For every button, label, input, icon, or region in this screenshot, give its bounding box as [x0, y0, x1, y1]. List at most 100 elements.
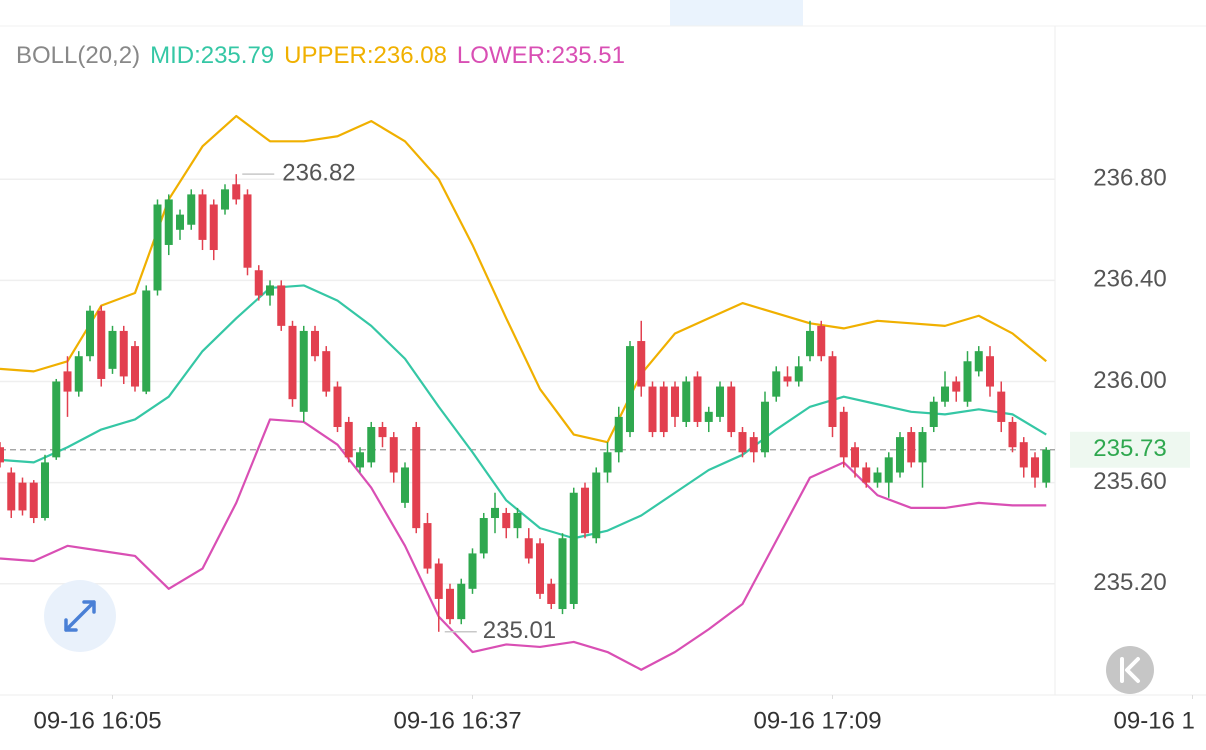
candle-body — [232, 184, 241, 200]
candle-body — [198, 194, 207, 240]
candle-body — [401, 467, 409, 503]
candle-body — [727, 386, 736, 433]
y-tick-label: 235.60 — [1093, 468, 1166, 495]
candle-body — [896, 437, 904, 473]
candle-body — [963, 361, 972, 402]
candle-body — [86, 310, 94, 357]
candle-body — [0, 447, 4, 463]
indicator-name: BOLL(20,2) — [16, 42, 140, 69]
candle-body — [502, 512, 511, 529]
candle-body — [637, 341, 646, 387]
legend-entry: UPPER:236.08 — [284, 42, 447, 69]
candle-body — [693, 376, 702, 422]
candle-body — [581, 487, 589, 534]
candle-body — [378, 427, 387, 438]
legend-entry: MID:235.79 — [150, 42, 274, 69]
bands-layer — [0, 114, 1047, 671]
expand-button[interactable] — [44, 580, 116, 652]
candle-body — [423, 523, 432, 569]
candle-body — [997, 391, 1006, 422]
candle-body — [176, 214, 184, 230]
candle-body — [131, 346, 139, 387]
candle-body — [761, 401, 769, 453]
candle-body — [41, 462, 49, 519]
y-tick-label: 236.00 — [1093, 367, 1166, 394]
candle-body — [457, 583, 466, 620]
candle-body — [434, 563, 443, 599]
candle-body — [63, 371, 72, 392]
candle-body — [299, 330, 308, 412]
candle-body — [311, 330, 319, 357]
candle-body — [851, 447, 859, 468]
band-line — [0, 418, 1047, 671]
candle-body — [682, 381, 691, 422]
candle-body — [74, 356, 83, 392]
last-price-label: 235.73 — [1093, 435, 1166, 462]
candle-body — [524, 538, 533, 559]
candle-body — [547, 583, 556, 604]
candle-body — [164, 199, 173, 245]
x-tick-label: 09-16 17:09 — [754, 707, 882, 734]
candle-body — [862, 467, 871, 483]
candle-body — [558, 538, 567, 610]
indicator-legend: BOLL(20,2) MID:235.79 UPPER:236.08 LOWER:23… — [16, 42, 625, 69]
candle-body — [873, 472, 882, 483]
last-price-badge — [1070, 431, 1190, 468]
candle-body — [254, 270, 263, 296]
candle-body — [209, 204, 218, 251]
candle-body — [153, 204, 162, 291]
candle-body — [828, 356, 837, 427]
candle-body — [479, 518, 488, 554]
candle-body — [941, 386, 949, 402]
x-tick-label: 09-16 16:37 — [394, 707, 522, 734]
candle-body — [536, 543, 544, 594]
low-marker-label: 235.01 — [483, 617, 556, 644]
candle-body — [243, 194, 252, 268]
candle-body — [749, 437, 758, 453]
candle-body — [974, 351, 983, 372]
candle-body — [367, 427, 376, 463]
candle-body — [1031, 457, 1039, 478]
candle-body — [142, 290, 151, 392]
candle-body — [772, 371, 781, 397]
candle-body — [119, 330, 128, 377]
candle-body — [266, 285, 274, 296]
candle-body — [52, 381, 61, 458]
candle-body — [491, 507, 499, 519]
y-tick-label: 235.20 — [1093, 569, 1166, 596]
candle-body — [108, 330, 117, 369]
candle-body — [648, 386, 657, 433]
candle-body — [817, 325, 826, 357]
candle-body — [468, 553, 477, 589]
candle-body — [1042, 449, 1051, 483]
candle-body — [704, 411, 713, 422]
candle-body — [288, 325, 297, 400]
candle-body — [884, 457, 893, 483]
candle-body — [929, 401, 938, 427]
candle-body — [671, 386, 679, 417]
legend-entry: LOWER:235.51 — [457, 42, 625, 69]
candle-body — [18, 482, 27, 511]
candle-body — [783, 376, 792, 382]
candle-body — [333, 386, 342, 427]
candles-layer — [0, 174, 1051, 632]
candle-body — [918, 432, 927, 463]
candle-body — [592, 472, 601, 539]
candle-body — [839, 411, 848, 458]
band-line — [0, 114, 1047, 444]
band-line — [0, 284, 1047, 540]
tab-highlight[interactable] — [670, 0, 803, 26]
candle-body — [986, 356, 994, 387]
candle-body — [389, 437, 398, 473]
candle-body — [716, 386, 724, 417]
candle-body — [412, 427, 421, 529]
jump-to-start-button[interactable] — [1106, 646, 1154, 694]
candle-body — [277, 285, 286, 326]
candle-body — [221, 189, 229, 210]
candle-body — [738, 432, 747, 453]
y-tick-label: 236.80 — [1093, 165, 1166, 192]
